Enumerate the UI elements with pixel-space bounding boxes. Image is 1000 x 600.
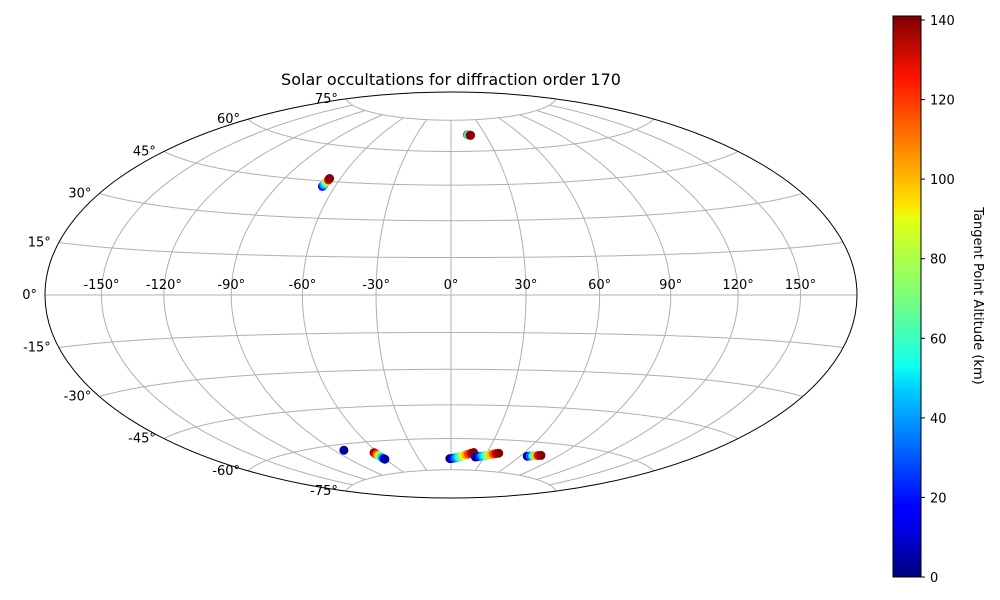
colorbar-tick-label: 40 [930,412,947,427]
meridian-line [498,117,601,473]
meridian-line [549,104,802,486]
longitude-tick-label: -90° [217,278,245,293]
occultation-point [494,448,504,458]
occultation-point [466,130,476,140]
latitude-tick-label: -75° [310,484,338,499]
latitude-tick-label: -15° [23,341,51,356]
latitude-tick-label: -45° [128,432,156,447]
colorbar-tick-label: 60 [930,332,947,347]
occultation-point [325,174,335,183]
latitude-tick-label: 75° [315,92,338,107]
data-points [317,130,546,464]
colorbar-label: Tangent Point Altitude (km) [970,206,985,384]
longitude-tick-label: -60° [289,278,317,293]
colorbar-tick-label: 20 [930,491,947,506]
latitude-tick-label: 60° [217,112,240,127]
meridian-line [163,110,366,480]
meridian-line [301,117,404,473]
latitude-tick-label: 15° [28,236,51,251]
meridian-line [519,114,672,476]
colorbar-tick-label: 140 [930,14,955,29]
colorbar-gradient [892,15,922,578]
graticule-grid [45,98,857,492]
latitude-tick-label: -60° [212,464,240,479]
longitude-tick-label: 150° [785,278,816,293]
colorbar: 0 20 40 60 80 100 120 140 Tangent Point Altitud… [892,14,985,586]
map-outline [44,91,858,499]
latitude-tick-label: 0° [22,288,37,303]
meridian-line [230,114,383,476]
latitude-tick-label: 30° [68,187,91,202]
meridian-line [536,110,739,480]
meridian-line [474,119,527,471]
longitude-tick-label: 60° [588,278,611,293]
longitude-tick-label: -30° [362,278,390,293]
occultation-point [536,450,546,460]
colorbar-ticks: 0 20 40 60 80 100 120 140 [921,14,955,586]
longitude-tick-label: 0° [444,278,459,293]
colorbar-tick-label: 0 [930,571,938,586]
occultation-point [339,445,349,455]
colorbar-tick-label: 100 [930,173,955,188]
chart-title: Solar occultations for diffraction order… [281,70,621,89]
longitude-tick-label: 90° [659,278,682,293]
meridian-line [100,104,353,486]
colorbar-tick-label: 80 [930,253,947,268]
map-area: -150° -120° -90° -60° -30° 0° 30° 60° 90° 120° 150… [22,91,858,499]
longitude-tick-label: -150° [83,278,119,293]
latitude-tick-label: -30° [64,390,92,405]
latitude-tick-labels: -75° -60° -45° -30° -15° 0° 15° 30° 45° 60° 75° [22,92,338,499]
longitude-tick-labels: -150° -120° -90° -60° -30° 0° 30° 60° 90° 120° 150… [83,278,816,293]
meridian-line [375,119,428,471]
latitude-tick-label: 45° [133,145,156,160]
longitude-tick-label: 30° [514,278,537,293]
colorbar-tick-label: 120 [930,94,955,109]
occultation-point [380,454,390,464]
longitude-tick-label: 120° [722,278,753,293]
longitude-tick-label: -120° [146,278,182,293]
